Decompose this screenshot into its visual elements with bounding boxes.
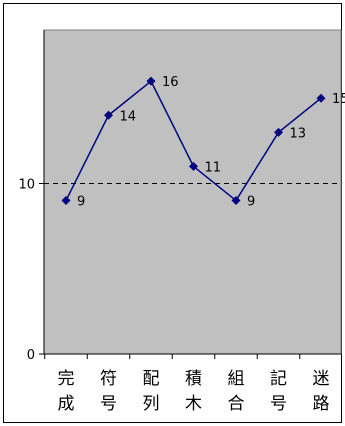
y-tick-label: 0	[27, 348, 35, 363]
data-point-marker	[61, 196, 71, 206]
x-category-label: 迷	[313, 369, 330, 389]
x-category-label: 号	[270, 394, 287, 414]
y-tick-label: 10	[18, 177, 35, 192]
data-point-marker	[104, 110, 113, 120]
x-category-label: 符	[100, 369, 117, 389]
x-category-label: 号	[100, 394, 117, 414]
data-point-marker	[316, 93, 326, 103]
data-label: 16	[162, 75, 179, 90]
data-point-marker	[231, 196, 241, 206]
data-point-marker	[189, 161, 198, 171]
data-label: 9	[247, 195, 255, 210]
plot-area	[43, 29, 342, 355]
x-category-label: 木	[185, 394, 202, 414]
x-category-label: 合	[228, 394, 245, 414]
x-category-label: 列	[143, 394, 160, 414]
data-label: 15	[332, 92, 345, 107]
label-group: 9 14 16 11 9 13 15	[77, 75, 345, 209]
data-point-marker	[274, 127, 283, 137]
series-group	[61, 76, 326, 206]
x-category-label: 組	[228, 369, 245, 389]
data-label: 9	[77, 195, 85, 210]
data-label: 11	[205, 160, 222, 175]
data-label: 14	[120, 109, 137, 124]
x-category-label: 路	[313, 394, 330, 414]
x-category-label: 成	[58, 394, 75, 414]
x-category-label: 完	[58, 369, 75, 389]
data-point-marker	[146, 76, 156, 86]
x-category-label: 記	[270, 369, 287, 389]
x-category-label: 配	[143, 369, 160, 389]
data-label: 13	[290, 126, 307, 141]
x-category-label: 積	[185, 369, 202, 389]
